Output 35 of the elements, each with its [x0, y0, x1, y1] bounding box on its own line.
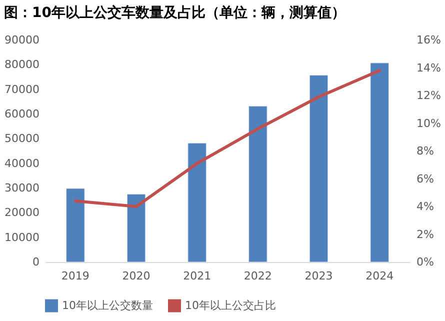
y2-tick-label: 16% [416, 34, 441, 46]
y2-tick-label: 8% [416, 144, 434, 158]
y2-tick-label: 4% [416, 200, 434, 213]
y-tick-label: 20000 [4, 206, 40, 220]
x-tick-label: 2023 [304, 270, 333, 282]
y2-tick-label: 12% [416, 89, 441, 102]
y2-tick-label: 10% [416, 116, 441, 130]
y-tick-label: 50000 [4, 132, 40, 146]
y2-tick-label: 0% [416, 256, 434, 268]
x-tick-label: 2020 [122, 270, 150, 282]
y2-tick-label: 2% [416, 228, 434, 241]
x-tick-label: 2022 [244, 270, 272, 282]
y-tick-label: 0 [32, 256, 40, 268]
y-tick-label: 30000 [4, 182, 40, 194]
y2-tick-label: 14% [416, 61, 441, 74]
bar [126, 194, 146, 262]
bar [370, 62, 389, 262]
bar [188, 142, 206, 262]
y-tick-label: 80000 [4, 58, 40, 72]
y-tick-label: 60000 [4, 108, 40, 120]
x-tick-label: 2024 [366, 270, 394, 282]
y2-tick-label: 6% [416, 172, 434, 186]
y-tick-label: 10000 [4, 230, 40, 244]
bar [309, 75, 328, 262]
line-series [74, 69, 382, 208]
x-tick-label: 2021 [183, 270, 212, 282]
legend-label: 10年以上公交占比 [185, 298, 276, 312]
bar [66, 188, 85, 262]
y-tick-label: 40000 [4, 156, 40, 170]
chart-title: 图：10年以上公交车数量及占比（单位：辆，测算值） [4, 4, 346, 21]
bar [248, 106, 268, 262]
legend-label: 10年以上公交数量 [62, 298, 153, 312]
y-tick-label: 70000 [4, 82, 40, 96]
x-tick-label: 2019 [61, 270, 90, 282]
y-tick-label: 90000 [4, 34, 40, 46]
